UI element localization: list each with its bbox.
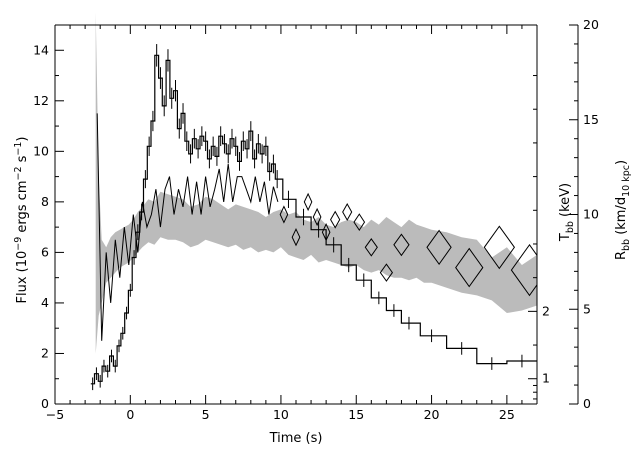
line-layer <box>90 44 537 391</box>
x-tick-label: 25 <box>499 407 515 422</box>
rbb-tick-label: 10 <box>583 207 599 222</box>
rbb-tick-label: 20 <box>583 17 599 32</box>
rbb-diamond <box>291 228 301 247</box>
rbb-diamond <box>364 238 378 257</box>
rbb-early-line <box>96 113 279 341</box>
rbb-tick-label: 15 <box>583 112 599 127</box>
x-tick-label: 20 <box>424 407 440 422</box>
uncertainty-band-layer <box>95 12 537 354</box>
y-tick-label: 0 <box>41 396 49 411</box>
x-tick-label: 10 <box>273 407 289 422</box>
x-axis-label: Time (s) <box>269 431 323 446</box>
rbb-tick-label: 0 <box>583 396 591 411</box>
y-tick-label: 8 <box>41 194 49 209</box>
rbb-diamond <box>279 205 289 224</box>
x-tick-label: −5 <box>46 407 64 422</box>
y-axis-label-flux: Flux (10−9 ergs cm−2 s−1) <box>13 136 30 303</box>
rbb-diamond <box>483 225 516 270</box>
y-tick-label: 10 <box>33 143 49 158</box>
rbb-tick-label: 5 <box>583 301 591 316</box>
rbb-diamond <box>353 213 366 232</box>
rbb-diamond <box>455 247 484 288</box>
tbb-tick-label: 1 <box>542 371 550 386</box>
y-tick-label: 6 <box>41 244 49 259</box>
tbb-band <box>95 12 537 354</box>
y-tick-label: 2 <box>41 345 49 360</box>
rbb-diamond <box>303 192 313 212</box>
x-tick-label: 5 <box>202 407 210 422</box>
rbb-diamond <box>510 243 537 297</box>
rbb-diamond <box>312 207 322 227</box>
rbb-diamond <box>342 202 353 222</box>
y-axis-label-rbb: Rbb (km/d10 kpc) <box>614 160 632 260</box>
rbb-diamond <box>426 229 452 266</box>
y-axis-label-tbb: Tbb (keV) <box>558 183 576 242</box>
x-tick-label: 15 <box>348 407 364 422</box>
x-tick-label: 0 <box>126 407 134 422</box>
tbb-tick-label: 2 <box>542 303 550 318</box>
y-tick-label: 4 <box>41 295 49 310</box>
y-tick-label: 12 <box>33 93 49 108</box>
rbb-diamond <box>330 210 341 229</box>
rbb-diamond <box>321 223 331 242</box>
rbb-diamond <box>393 233 410 257</box>
y-tick-label: 14 <box>33 42 49 57</box>
rbb-diamond <box>379 263 394 282</box>
